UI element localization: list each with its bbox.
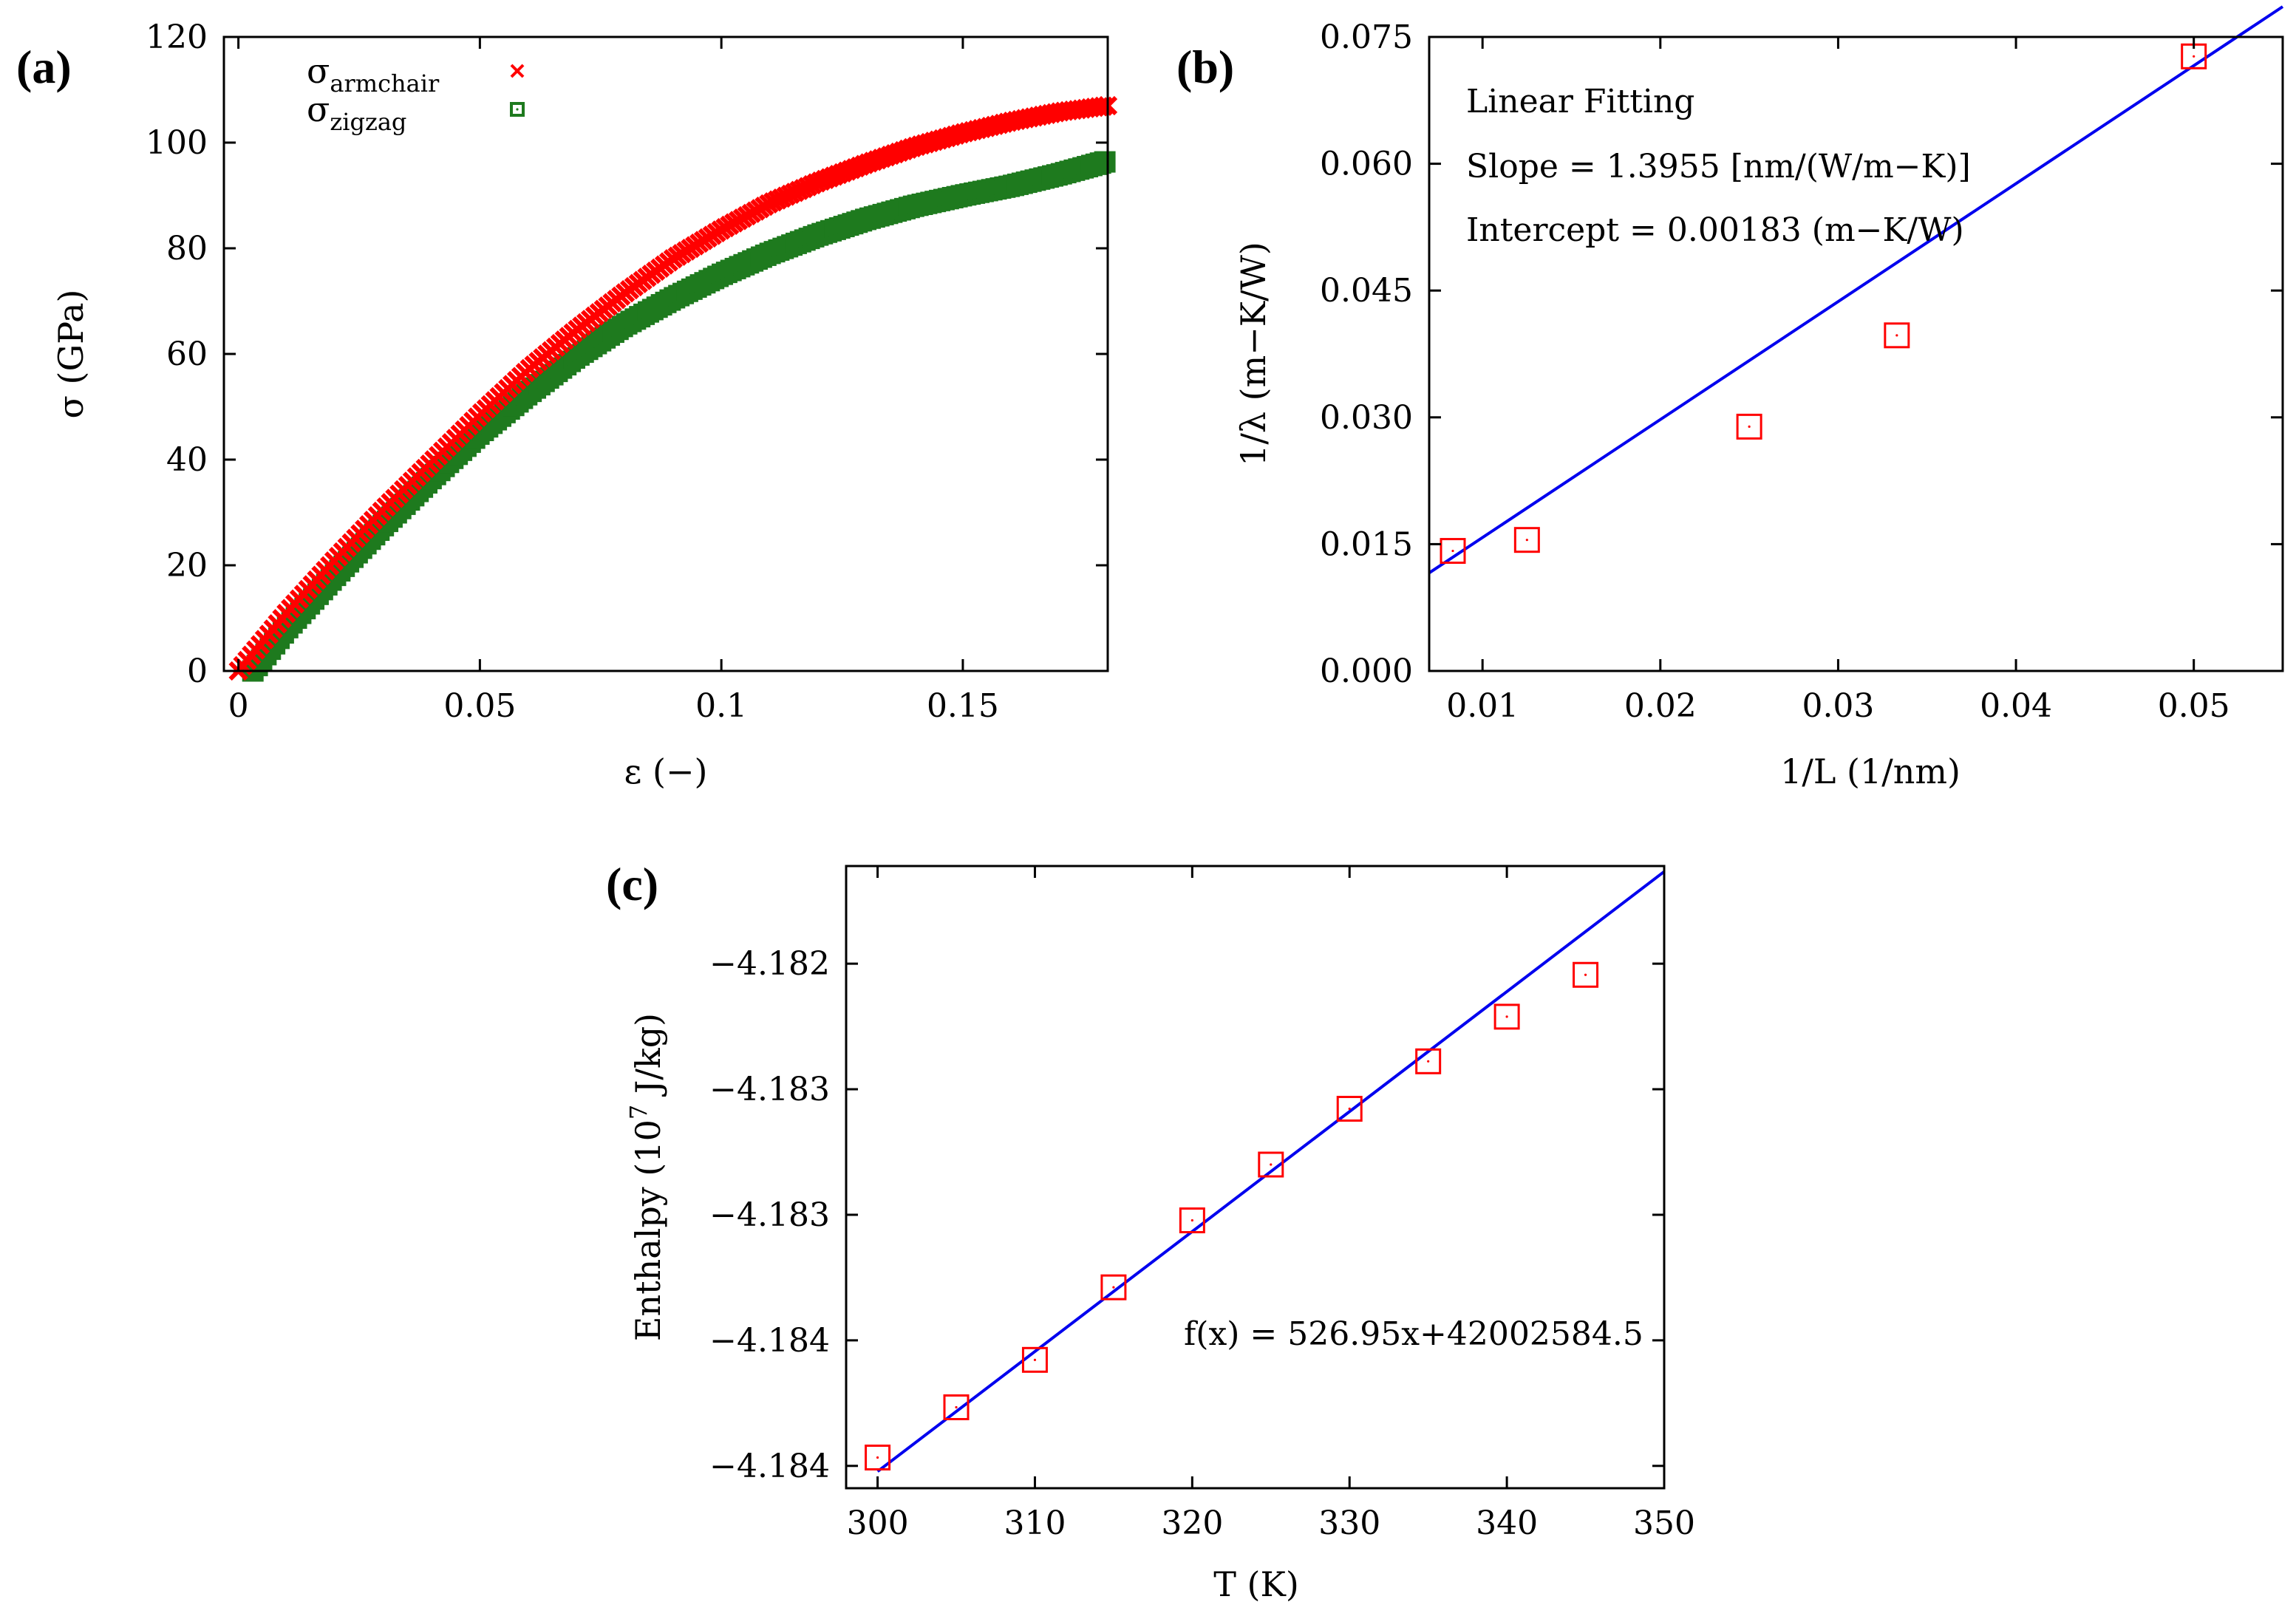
y-tick-label: 80	[166, 230, 208, 267]
data-point	[1179, 1207, 1205, 1234]
data-point	[1884, 322, 1910, 349]
data-point	[1415, 1048, 1442, 1074]
y-tick-label: 0.015	[1320, 525, 1413, 563]
panel-a-stress-strain: (a) 0 0.05 0.1 0.15 0 20 40 60 80 100 120 ε (−) σ…	[16, 18, 1118, 791]
panel-b-plot-frame	[1428, 35, 2284, 672]
y-tick-label: 100	[146, 124, 208, 162]
panel-c-x-axis: 300 310 320 330 340 350	[847, 866, 1695, 1542]
panel-a-y-label: σ (GPa)	[51, 290, 91, 419]
y-tick-label: −4.184	[709, 1322, 830, 1360]
x-tick-label: 350	[1633, 1504, 1695, 1542]
x-tick-label: 0.05	[443, 687, 516, 725]
data-point	[1573, 961, 1599, 988]
x-tick-label: 0	[228, 687, 249, 725]
panel-b-x-axis: 0.01 0.02 0.03 0.04 0.05	[1446, 37, 2230, 725]
panel-a-series-armchair	[228, 95, 1118, 681]
y-tick-label: 120	[146, 18, 208, 56]
y-tick-label: −4.182	[709, 945, 830, 983]
panel-b-thermal-fit: (b) 0.01 0.02 0.03 0.04 0.05 0.000 0.015 0.030…	[1176, 5, 2284, 791]
panel-a-y-axis: 0 20 40 60 80 100 120	[146, 18, 1108, 690]
x-tick-label: 0.15	[927, 687, 999, 725]
panel-a-x-axis: 0 0.05 0.1 0.15	[228, 37, 999, 725]
panel-c-fit-line	[876, 870, 1666, 1473]
panel-c-x-label: T (K)	[1213, 1564, 1299, 1604]
panel-b-y-label: 1/λ (m−K/W)	[1233, 242, 1273, 466]
data-point	[943, 1394, 970, 1421]
panel-a-label: (a)	[16, 41, 72, 93]
y-tick-label: 0.030	[1320, 399, 1413, 437]
data-point	[1100, 1274, 1127, 1301]
y-tick-label: 0	[187, 652, 208, 690]
y-tick-label: −4.183	[709, 1071, 830, 1108]
y-tick-label: 20	[166, 547, 208, 584]
x-tick-label: 300	[847, 1504, 909, 1542]
panel-c-plot-frame	[845, 865, 1666, 1490]
x-tick-label: 340	[1476, 1504, 1538, 1542]
y-tick-label: 0.060	[1320, 146, 1413, 183]
panel-c-enthalpy: (c) 300 310 320 330 340 350 −4.184−4.184−4.18…	[606, 858, 1695, 1604]
y-tick-label: 60	[166, 335, 208, 373]
data-point	[1493, 1003, 1520, 1030]
x-tick-label: 0.03	[1802, 687, 1874, 725]
panel-c-y-axis: −4.184 −4.184 −4.183 −4.183 −4.182	[709, 945, 1664, 1485]
legend-entry-zigzag: σzigzag	[307, 89, 406, 136]
x-tick-label: 320	[1161, 1504, 1223, 1542]
legend-marker-zigzag	[510, 102, 525, 117]
data-point	[865, 1444, 891, 1470]
data-point	[1736, 413, 1762, 440]
panel-b-y-axis: 0.000 0.015 0.030 0.045 0.060 0.075	[1320, 18, 2283, 690]
y-tick-label: 0.045	[1320, 272, 1413, 310]
panel-c-label: (c)	[606, 858, 658, 910]
panel-c-data-points	[865, 961, 1599, 1470]
x-tick-label: 0.04	[1980, 687, 2052, 725]
y-tick-label: 40	[166, 441, 208, 479]
panel-b-annotation-slope: Slope = 1.3955 [nm/(W/m−K)]	[1466, 148, 1971, 185]
y-tick-label: −4.184	[709, 1448, 830, 1485]
zigzag-point	[1094, 151, 1116, 173]
legend-entry-armchair: σarmchair	[307, 51, 440, 98]
panel-b-label: (b)	[1176, 41, 1234, 93]
x-tick-label: 330	[1318, 1504, 1380, 1542]
data-point	[1258, 1151, 1284, 1178]
legend-square-marker	[510, 102, 525, 117]
x-tick-label: 0.1	[695, 687, 747, 725]
panel-b-annotation-intercept: Intercept = 0.00183 (m−K/W)	[1466, 211, 1964, 249]
y-tick-label: −4.183	[709, 1196, 830, 1234]
legend-x-marker	[510, 64, 525, 78]
panel-b-annotation-title: Linear Fitting	[1466, 83, 1694, 120]
linear-fit-line	[876, 870, 1666, 1473]
panel-c-fit-equation: f(x) = 526.95x+42002584.5	[1184, 1315, 1643, 1353]
x-tick-label: 0.05	[2158, 687, 2230, 725]
panel-b-x-label: 1/L (1/nm)	[1780, 751, 1961, 791]
data-point	[1440, 538, 1466, 565]
y-tick-label: 0.075	[1320, 18, 1413, 56]
panel-a-series-zigzag	[242, 151, 1116, 682]
x-tick-label: 0.02	[1624, 687, 1697, 725]
panel-a-x-label: ε (−)	[624, 751, 708, 791]
panel-b-fit-line	[1428, 5, 2284, 574]
x-tick-label: 0.01	[1446, 687, 1519, 725]
panel-c-y-label: Enthalpy (107 J/kg)	[624, 1013, 668, 1341]
data-point	[1021, 1346, 1048, 1373]
legend-marker-armchair	[510, 64, 525, 78]
linear-fit-line	[1428, 5, 2284, 574]
x-tick-label: 310	[1004, 1504, 1066, 1542]
data-point	[1336, 1095, 1363, 1122]
panel-a-legend: σarmchair σzigzag	[307, 51, 525, 136]
panel-b-data-points	[1440, 43, 2207, 565]
data-point	[1513, 527, 1540, 553]
y-tick-label: 0.000	[1320, 652, 1413, 690]
